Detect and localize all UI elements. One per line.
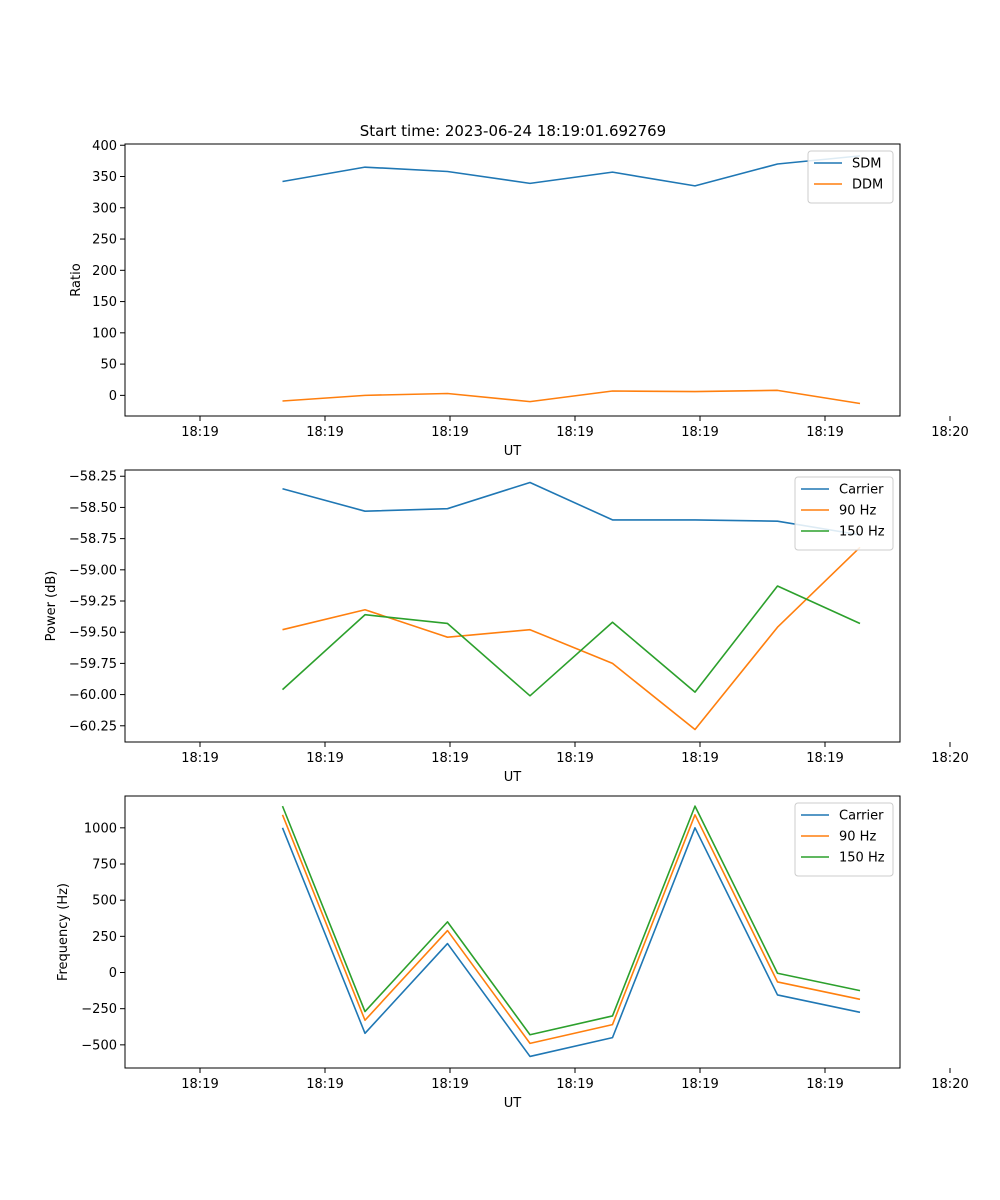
figure-title: Start time: 2023-06-24 18:19:01.692769 <box>360 122 666 140</box>
y-tick-label: 0 <box>109 966 117 981</box>
x-tick-label: 18:19 <box>181 1077 218 1092</box>
legend-label: 150 Hz <box>839 525 885 540</box>
legend-label: DDM <box>852 178 883 193</box>
x-tick-label: 18:19 <box>556 1077 593 1092</box>
y-tick-label: −250 <box>81 1002 117 1017</box>
y-tick-label: −59.75 <box>69 657 117 672</box>
panels: 18:19 18:19 18:19 18:19 18:19 18:19 18:20 0 50 10… <box>44 139 969 1111</box>
x-tick-label: 18:19 <box>556 425 593 440</box>
plot-area <box>124 143 901 417</box>
x-tick-label: 18:19 <box>431 751 468 766</box>
series-line <box>281 814 861 1045</box>
y-tick-label: −59.00 <box>69 563 117 578</box>
series-line <box>282 481 861 536</box>
y-tick-label: 150 <box>92 295 117 310</box>
series-line <box>282 546 861 731</box>
y-tick-label: −59.25 <box>69 595 117 610</box>
y-tick-label: −58.25 <box>69 470 117 485</box>
x-tick-label: 18:19 <box>431 425 468 440</box>
plot-area <box>124 469 901 743</box>
x-tick-label: 18:19 <box>306 1077 343 1092</box>
y-tick-label: 250 <box>92 233 117 248</box>
y-tick-label: −59.50 <box>69 626 117 641</box>
chart-panel: 18:19 18:19 18:19 18:19 18:19 18:19 18:20 −500 −… <box>56 795 969 1111</box>
y-axis-label: Frequency (Hz) <box>56 883 71 981</box>
x-tick-label: 18:19 <box>681 425 718 440</box>
x-tick-label: 18:19 <box>806 751 843 766</box>
x-tick-label: 18:20 <box>931 751 968 766</box>
x-axis-label: UT <box>504 770 522 785</box>
plot-area <box>124 795 901 1069</box>
x-tick-label: 18:19 <box>806 1077 843 1092</box>
x-tick-label: 18:19 <box>431 1077 468 1092</box>
y-tick-label: 50 <box>100 358 117 373</box>
x-axis-label: UT <box>504 1096 522 1111</box>
x-tick-label: 18:20 <box>931 1077 968 1092</box>
legend-box <box>807 150 894 204</box>
x-tick-label: 18:19 <box>681 1077 718 1092</box>
legend-label: 150 Hz <box>839 851 885 866</box>
series-line <box>281 827 861 1058</box>
y-tick-label: 0 <box>109 389 117 404</box>
x-tick-label: 18:19 <box>306 751 343 766</box>
y-axis-label: Power (dB) <box>44 571 59 642</box>
legend-label: Carrier <box>839 483 884 498</box>
series-line <box>282 389 861 405</box>
legend-label: 90 Hz <box>839 830 876 845</box>
y-tick-label: 1000 <box>84 821 117 836</box>
x-tick-label: 18:19 <box>806 425 843 440</box>
legend-label: Carrier <box>839 809 884 824</box>
series-line <box>282 155 861 187</box>
x-tick-label: 18:19 <box>306 425 343 440</box>
y-tick-label: 750 <box>92 858 117 873</box>
y-tick-label: −60.25 <box>69 719 117 734</box>
y-tick-label: −58.75 <box>69 532 117 547</box>
y-tick-label: 300 <box>92 201 117 216</box>
y-tick-label: 250 <box>92 930 117 945</box>
y-tick-label: −500 <box>81 1038 117 1053</box>
y-tick-label: 100 <box>92 326 117 341</box>
y-tick-label: −60.00 <box>69 688 117 703</box>
x-tick-label: 18:20 <box>931 425 968 440</box>
y-tick-label: 200 <box>92 264 117 279</box>
chart-panel: 18:19 18:19 18:19 18:19 18:19 18:19 18:20 −60.2… <box>44 469 969 785</box>
x-tick-label: 18:19 <box>181 751 218 766</box>
y-tick-label: 350 <box>92 170 117 185</box>
series-line <box>281 585 861 697</box>
series-line <box>281 805 861 1036</box>
y-tick-label: 500 <box>92 894 117 909</box>
x-axis-label: UT <box>504 444 522 459</box>
y-tick-label: −58.50 <box>69 501 117 516</box>
x-tick-label: 18:19 <box>181 425 218 440</box>
legend-label: 90 Hz <box>839 504 876 519</box>
y-axis-label: Ratio <box>69 263 84 296</box>
x-tick-label: 18:19 <box>556 751 593 766</box>
legend-label: SDM <box>852 157 881 172</box>
y-tick-label: 400 <box>92 139 117 154</box>
x-tick-label: 18:19 <box>681 751 718 766</box>
chart-panel: 18:19 18:19 18:19 18:19 18:19 18:19 18:20 0 50 10… <box>69 139 969 459</box>
